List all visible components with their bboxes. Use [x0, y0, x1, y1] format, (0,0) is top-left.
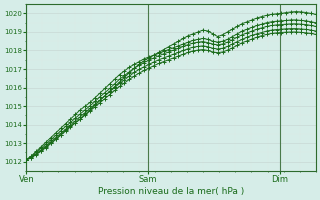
- X-axis label: Pression niveau de la mer( hPa ): Pression niveau de la mer( hPa ): [98, 187, 244, 196]
